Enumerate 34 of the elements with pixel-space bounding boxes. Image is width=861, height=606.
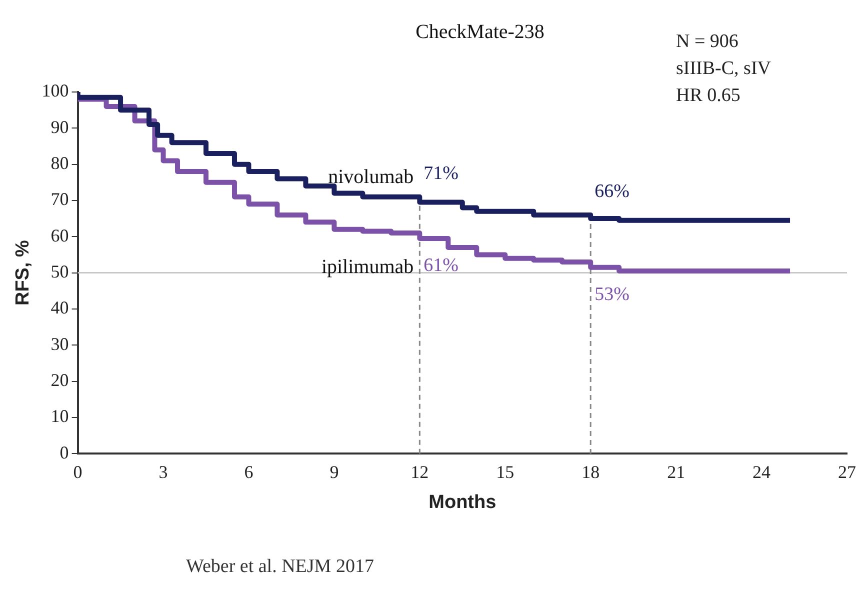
y-tick-label: 100 [42,80,69,101]
x-tick-label: 9 [330,462,339,482]
y-tick-label: 20 [50,370,69,390]
y-tick-label: 50 [50,262,69,282]
y-tick-label: 80 [50,153,69,174]
y-tick-label: 70 [50,189,69,210]
data-label: 53% [594,284,630,305]
x-tick-label: 21 [667,462,686,482]
x-tick-label: 24 [752,462,771,482]
y-tick-label: 10 [50,406,69,426]
y-tick-label: 0 [60,442,69,462]
x-tick-label: 6 [244,462,254,482]
y-tick-label: 90 [50,116,69,137]
x-tick-label: 12 [410,462,429,482]
data-label: 66% [594,180,630,202]
x-tick-label: 3 [158,462,168,482]
series-label: ipilimumab [321,256,414,278]
y-tick-label: 60 [50,225,69,246]
y-tick-label: 30 [50,334,69,354]
x-axis-title: Months [428,492,496,513]
x-tick-label: 0 [73,462,82,482]
data-label: 71% [424,162,459,184]
x-tick-label: 18 [582,462,600,482]
y-axis-title: RFS, % [12,240,34,306]
series-label: nivolumab [328,166,414,188]
x-tick-label: 15 [496,462,514,482]
text: Weber et al. NEJM 2017 [185,556,375,578]
text: N = 906 [676,30,740,54]
y-tick-label: 40 [50,298,69,318]
chart-title: CheckMate-238 [416,21,544,43]
annotation: HR 0.65 [676,84,742,108]
data-label: 61% [424,255,459,276]
x-tick-label: 27 [838,462,856,482]
text: sIIIB-C, sIV [676,57,771,81]
